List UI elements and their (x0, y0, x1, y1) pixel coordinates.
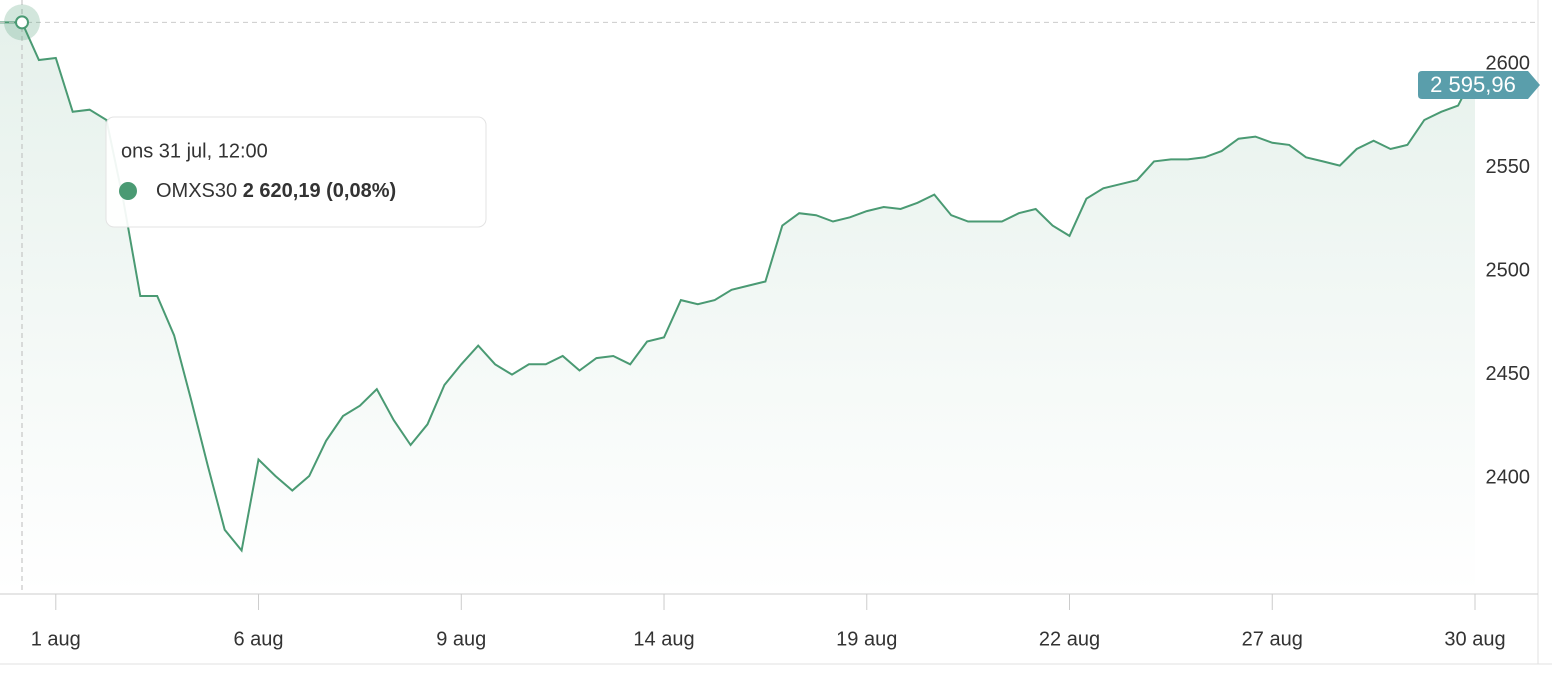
tooltip-date: ons 31 jul, 12:00 (121, 140, 268, 162)
hover-point (15, 15, 29, 30)
x-tick-label: 19 aug (836, 628, 897, 650)
tooltip-change: (0,08%) (326, 180, 396, 202)
tooltip: ons 31 jul, 12:00 OMXS30 2 620,19 (0,08%… (105, 116, 487, 228)
tooltip-row: OMXS30 2 620,19 (0,08%) (156, 180, 396, 202)
x-tick-label: 9 aug (436, 628, 486, 650)
y-tick-label: 2550 (1486, 156, 1531, 178)
y-tick-label: 2400 (1486, 466, 1531, 488)
x-tick-label: 27 aug (1242, 628, 1303, 650)
area (0, 22, 1475, 595)
plot (0, 0, 1538, 595)
tooltip-value: 2 620,19 (243, 180, 321, 202)
x-tick-label: 22 aug (1039, 628, 1100, 650)
y-tick-label: 2450 (1486, 363, 1531, 385)
line (0, 21, 1476, 553)
tooltip-series: OMXS30 (156, 180, 237, 202)
x-tick-label: 30 aug (1444, 628, 1505, 650)
x-tick-label: 6 aug (234, 628, 284, 650)
y-tick-label: 2500 (1486, 259, 1531, 281)
price-tag-label: 2 595,96 (1430, 72, 1516, 97)
tooltip-dot (119, 182, 137, 200)
price-tag: 2 595,96 (1418, 71, 1540, 99)
x-tick-label: 14 aug (633, 628, 694, 650)
y-tick-label: 2600 (1486, 52, 1531, 74)
tooltip-box (105, 116, 487, 228)
price-tag-box (1418, 71, 1540, 99)
x-tick-label: 1 aug (31, 628, 81, 650)
